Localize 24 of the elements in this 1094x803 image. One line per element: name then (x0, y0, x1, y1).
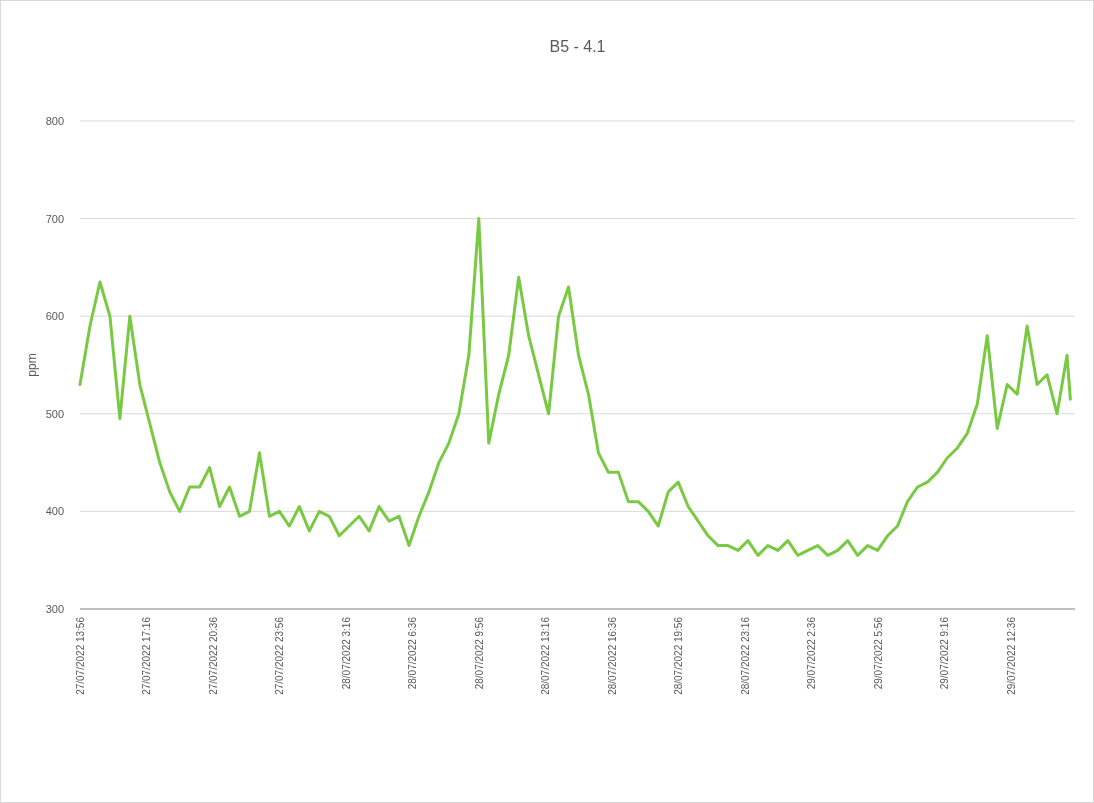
x-tick-label: 27/07/2022 17:16 (141, 616, 153, 695)
y-tick-label: 400 (45, 505, 64, 518)
x-tick-label: 29/07/2022 2:36 (806, 616, 818, 690)
y-tick-label: 300 (45, 603, 64, 615)
line-series (78, 217, 1072, 557)
y-tick-label: 500 (45, 407, 64, 420)
chart-title: B5 - 4.1 (549, 38, 606, 55)
y-tick-label: 800 (45, 115, 64, 127)
x-tick-label: 27/07/2022 13:56 (75, 616, 86, 695)
x-tick-label: 28/07/2022 16:36 (606, 616, 618, 695)
x-tick-label: 28/07/2022 9:56 (473, 616, 485, 690)
x-tick-label: 28/07/2022 13:16 (540, 616, 552, 695)
x-tick-label: 28/07/2022 23:16 (739, 616, 751, 695)
x-tick-label: 29/07/2022 12:36 (1005, 616, 1017, 695)
x-tick-label: 27/07/2022 23:56 (274, 616, 286, 695)
y-tick-label: 700 (45, 212, 64, 225)
x-tick-label: 29/07/2022 9:16 (939, 616, 951, 690)
x-tick-label: 27/07/2022 20:36 (207, 616, 219, 695)
x-tick-label: 28/07/2022 3:16 (340, 616, 352, 690)
x-tick-label: 29/07/2022 5:56 (872, 616, 884, 690)
y-tick-label: 600 (45, 310, 64, 323)
x-tick-label: 28/07/2022 19:56 (673, 616, 685, 695)
x-tick-label: 28/07/2022 6:36 (407, 616, 419, 690)
y-axis-title: ppm (25, 353, 39, 377)
